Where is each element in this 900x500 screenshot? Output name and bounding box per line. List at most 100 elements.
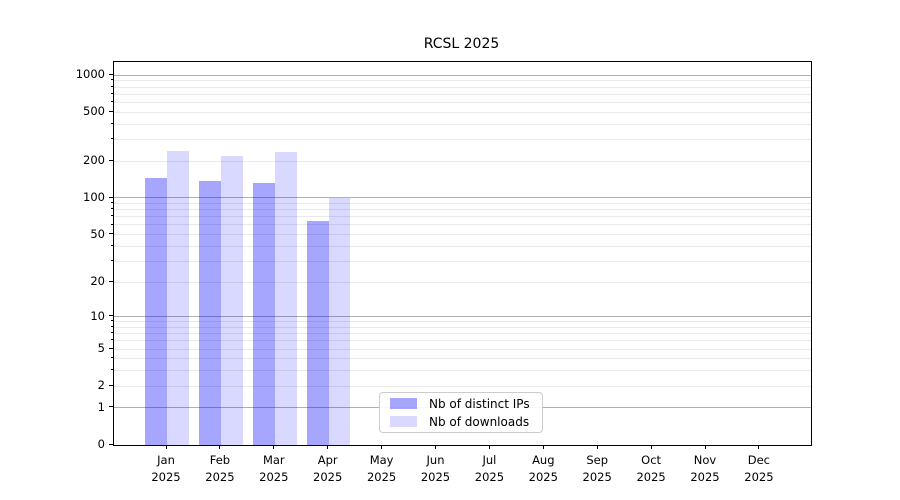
- y-gridline-major: [114, 316, 811, 318]
- y-gridline-minor: [114, 93, 811, 95]
- y-minor-tick-mark: [110, 101, 113, 102]
- y-gridline-minor: [114, 260, 811, 262]
- x-tick-mark: [650, 445, 652, 449]
- x-tick-mark: [273, 445, 275, 449]
- x-tick-mark: [488, 445, 490, 449]
- y-tick-label: 200: [83, 153, 105, 168]
- y-gridline-minor: [114, 209, 811, 211]
- y-gridline-minor: [114, 333, 811, 335]
- y-tick-label: 1: [97, 399, 105, 414]
- y-gridline-minor: [114, 216, 811, 218]
- y-minor-tick-mark: [110, 110, 113, 112]
- y-minor-tick-mark: [110, 369, 113, 371]
- y-minor-tick-mark: [110, 259, 113, 261]
- y-gridline-major: [114, 74, 811, 76]
- x-tick-mark: [596, 445, 598, 449]
- x-tick-label: May 2025: [366, 453, 397, 484]
- legend-label-distinct-ips: Nb of distinct IPs: [429, 396, 530, 411]
- x-tick-label: Feb 2025: [205, 453, 235, 484]
- y-minor-tick-mark: [110, 159, 113, 161]
- x-tick-mark: [758, 445, 760, 449]
- x-tick-label: Jan 2025: [151, 453, 181, 484]
- y-tick-mark: [109, 315, 113, 317]
- y-minor-tick-mark: [110, 384, 113, 386]
- y-gridline-minor: [114, 86, 811, 88]
- y-minor-tick-mark: [110, 233, 113, 234]
- y-minor-tick-mark: [110, 92, 113, 94]
- y-minor-tick-mark: [110, 223, 113, 225]
- y-minor-tick-mark: [110, 138, 113, 139]
- x-tick-label: Aug 2025: [528, 453, 558, 484]
- y-gridline-minor: [114, 385, 811, 387]
- y-gridline-minor: [114, 370, 811, 372]
- y-gridline-minor: [114, 123, 811, 125]
- legend-swatch-downloads: [390, 416, 417, 427]
- y-gridline-minor: [114, 348, 811, 350]
- y-minor-tick-mark: [110, 325, 113, 327]
- y-minor-tick-mark: [110, 202, 113, 204]
- y-minor-tick-mark: [110, 332, 113, 334]
- legend: Nb of distinct IPs Nb of downloads: [379, 392, 543, 433]
- bar-nb-of-downloads-mar: [274, 152, 297, 445]
- x-tick-mark: [165, 445, 167, 449]
- y-minor-tick-mark: [110, 339, 113, 341]
- y-tick-label: 100: [83, 190, 105, 204]
- y-minor-tick-mark: [110, 122, 113, 124]
- x-tick-label: Jun 2025: [420, 453, 451, 484]
- plot-area: [113, 61, 812, 446]
- x-tick-label: Sep 2025: [582, 453, 612, 484]
- y-minor-tick-mark: [110, 85, 113, 87]
- y-tick-mark: [109, 73, 113, 75]
- y-gridline-minor: [114, 321, 811, 323]
- x-tick-mark: [435, 445, 436, 449]
- y-tick-mark: [109, 196, 113, 198]
- y-tick-mark: [109, 443, 113, 445]
- y-gridline-minor: [114, 111, 811, 113]
- y-tick-label: 50: [90, 226, 105, 241]
- bar-nb-of-downloads-jan: [167, 151, 189, 445]
- x-tick-mark: [381, 445, 383, 449]
- y-gridline-minor: [114, 80, 811, 82]
- legend-swatch-distinct-ips: [390, 398, 417, 409]
- y-minor-tick-mark: [110, 244, 113, 246]
- y-tick-label: 2: [97, 378, 105, 393]
- x-tick-label: Oct 2025: [636, 453, 666, 484]
- bar-nb-of-distinct-ips-feb: [199, 181, 221, 445]
- y-tick-label: 10: [90, 308, 105, 323]
- x-tick-mark: [542, 445, 544, 449]
- y-minor-tick-mark: [110, 79, 113, 81]
- y-gridline-minor: [114, 340, 811, 342]
- x-tick-label: Dec 2025: [744, 453, 774, 484]
- bar-nb-of-distinct-ips-jan: [145, 178, 167, 445]
- y-minor-tick-mark: [110, 320, 113, 322]
- bar-nb-of-distinct-ips-apr: [306, 220, 329, 445]
- y-gridline-minor: [114, 245, 811, 247]
- bar-nb-of-downloads-apr: [328, 198, 351, 445]
- x-tick-label: Mar 2025: [259, 453, 289, 484]
- legend-item-downloads: Nb of downloads: [380, 415, 542, 429]
- y-gridline-minor: [114, 234, 811, 236]
- y-gridline-minor: [114, 224, 811, 226]
- x-tick-label: Jul 2025: [474, 453, 505, 484]
- y-gridline-minor: [114, 160, 811, 162]
- y-minor-tick-mark: [110, 208, 113, 210]
- legend-label-downloads: Nb of downloads: [429, 414, 530, 429]
- y-tick-mark: [109, 406, 113, 408]
- y-tick-label: 5: [97, 341, 105, 356]
- x-tick-mark: [327, 445, 329, 449]
- chart-title: RCSL 2025: [423, 36, 500, 52]
- y-tick-label: 1000: [75, 67, 105, 82]
- y-gridline-minor: [114, 281, 811, 283]
- y-tick-label: 500: [83, 104, 105, 119]
- y-minor-tick-mark: [110, 215, 113, 217]
- bar-nb-of-downloads-feb: [220, 155, 243, 445]
- x-tick-label: Apr 2025: [313, 453, 343, 484]
- y-tick-label: 0: [97, 437, 105, 451]
- y-gridline-minor: [114, 358, 811, 360]
- x-tick-mark: [219, 445, 221, 449]
- y-gridline-minor: [114, 139, 811, 141]
- legend-item-distinct-ips: Nb of distinct IPs: [380, 397, 542, 411]
- y-minor-tick-mark: [110, 347, 113, 349]
- y-gridline-minor: [114, 326, 811, 328]
